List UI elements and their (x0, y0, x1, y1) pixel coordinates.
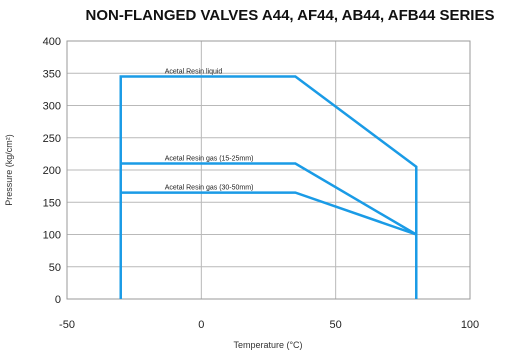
series-label: Acetal Resin gas (15-25mm) (165, 156, 254, 163)
series-group (119, 75, 418, 299)
grid (66, 40, 471, 300)
y-tick-label: 100 (43, 230, 61, 242)
y-tick-label: 0 (55, 294, 61, 306)
y-tick-label: 350 (43, 68, 61, 80)
series-line (119, 75, 418, 299)
plot-frame (66, 40, 471, 300)
x-tick-label: 0 (198, 319, 204, 331)
y-tick-label: 50 (49, 262, 61, 274)
y-tick-label: 200 (43, 165, 61, 177)
x-tick-label: 50 (330, 319, 342, 331)
y-tick-label: 300 (43, 101, 61, 113)
x-axis-label: Temperature (°C) (233, 340, 302, 350)
y-tick-label: 400 (43, 36, 61, 48)
chart-title: NON-FLANGED VALVES A44, AF44, AB44, AFB4… (86, 7, 495, 24)
x-tick-label: 100 (461, 319, 479, 331)
y-tick-label: 150 (43, 197, 61, 209)
y-tick-label: 250 (43, 133, 61, 145)
series-label: Acetal Resin liquid (165, 68, 223, 75)
x-tick-label: -50 (59, 319, 75, 331)
ticks: 0 50 100 150 200 250 300 350 400 -50 0 50 100 (43, 36, 480, 331)
series-label: Acetal Resin gas (30-50mm) (165, 185, 254, 192)
series-line (120, 162, 417, 236)
y-axis-label: Pressure (kg/cm²) (4, 134, 14, 206)
series-labels: Acetal Resin liquid Acetal Resin gas (15-… (165, 68, 254, 191)
series-line (120, 191, 417, 236)
